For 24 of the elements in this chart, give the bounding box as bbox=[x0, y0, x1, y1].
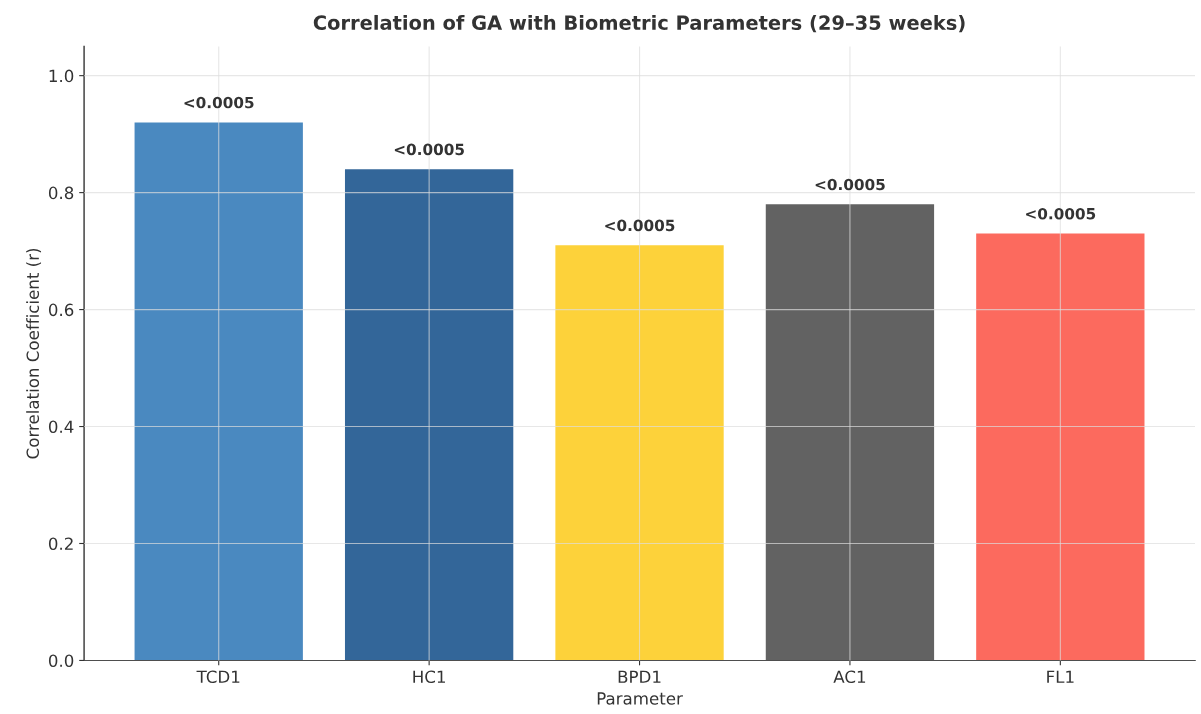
x-tick-label: BPD1 bbox=[618, 670, 661, 683]
data-label: <0.0005 bbox=[1026, 207, 1096, 220]
y-tick-label: 0.4 bbox=[48, 420, 74, 434]
y-tick-label: 0.6 bbox=[48, 303, 74, 317]
data-label: <0.0005 bbox=[605, 219, 675, 232]
bar bbox=[344, 169, 514, 661]
x-tick-label: HC1 bbox=[413, 670, 445, 684]
bar bbox=[134, 122, 303, 661]
bar bbox=[765, 204, 935, 661]
y-tick-label: 1.0 bbox=[49, 69, 74, 83]
chart-title: Correlation of GA with Biometric Parameters (29–35 weeks) bbox=[313, 14, 965, 33]
x-tick-label: AC1 bbox=[833, 670, 866, 684]
x-tick-label: FL1 bbox=[1047, 670, 1074, 683]
data-label: <0.0005 bbox=[184, 96, 254, 109]
bar bbox=[555, 245, 724, 661]
y-axis-title: Correlation Coefficient (r) bbox=[26, 248, 42, 459]
y-tick-label: 0.8 bbox=[48, 186, 74, 200]
data-label: <0.0005 bbox=[815, 178, 885, 191]
bar bbox=[976, 233, 1145, 661]
y-tick-label: 0.0 bbox=[48, 654, 74, 668]
x-tick-label: TCD1 bbox=[196, 670, 240, 684]
data-label: <0.0005 bbox=[394, 143, 464, 156]
x-axis-title: Parameter bbox=[597, 692, 683, 705]
y-tick-label: 0.2 bbox=[48, 537, 73, 551]
